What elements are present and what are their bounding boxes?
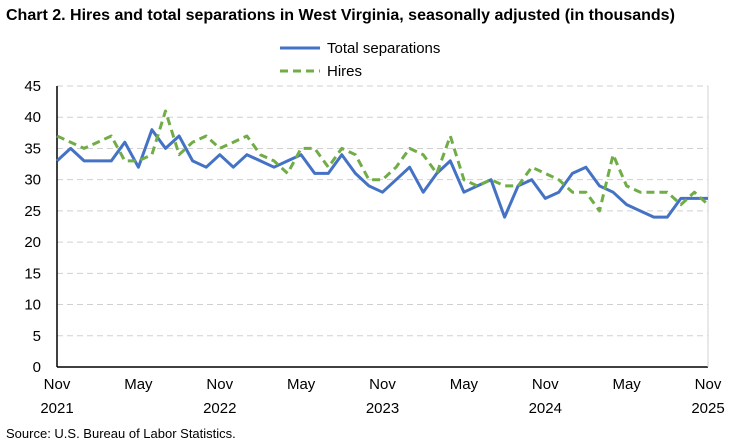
x-tick-year: 2022 [203, 400, 236, 417]
x-tick-month: May [612, 376, 641, 393]
x-tick-month: May [287, 376, 316, 393]
x-tick-month: Nov [695, 376, 722, 393]
y-tick-label: 15 [24, 265, 41, 282]
y-tick-label: 5 [33, 328, 41, 345]
series-line-total-separations [55, 128, 708, 219]
legend-label: Hires [327, 63, 362, 80]
x-tick-month: May [450, 376, 479, 393]
y-tick-label: 30 [24, 172, 41, 189]
legend-label: Total separations [327, 40, 440, 57]
y-tick-label: 25 [24, 203, 41, 220]
x-tick-month: Nov [532, 376, 559, 393]
x-tick-month: Nov [44, 376, 71, 393]
x-tick-month: Nov [369, 376, 396, 393]
x-tick-month: May [124, 376, 153, 393]
y-tick-label: 40 [24, 109, 41, 126]
series-line-hires [56, 109, 710, 213]
x-tick-month: Nov [206, 376, 233, 393]
y-tick-label: 20 [24, 234, 41, 251]
y-tick-label: 0 [33, 359, 41, 376]
x-tick-year: 2021 [40, 400, 73, 417]
source-note: Source: U.S. Bureau of Labor Statistics. [6, 426, 236, 441]
x-tick-year: 2025 [691, 400, 724, 417]
y-tick-label: 10 [24, 297, 41, 314]
y-tick-label: 45 [24, 78, 41, 95]
x-tick-year: 2023 [366, 400, 399, 417]
x-tick-year: 2024 [529, 400, 562, 417]
chart-title: Chart 2. Hires and total separations in … [6, 7, 675, 24]
y-tick-label: 35 [24, 140, 41, 157]
